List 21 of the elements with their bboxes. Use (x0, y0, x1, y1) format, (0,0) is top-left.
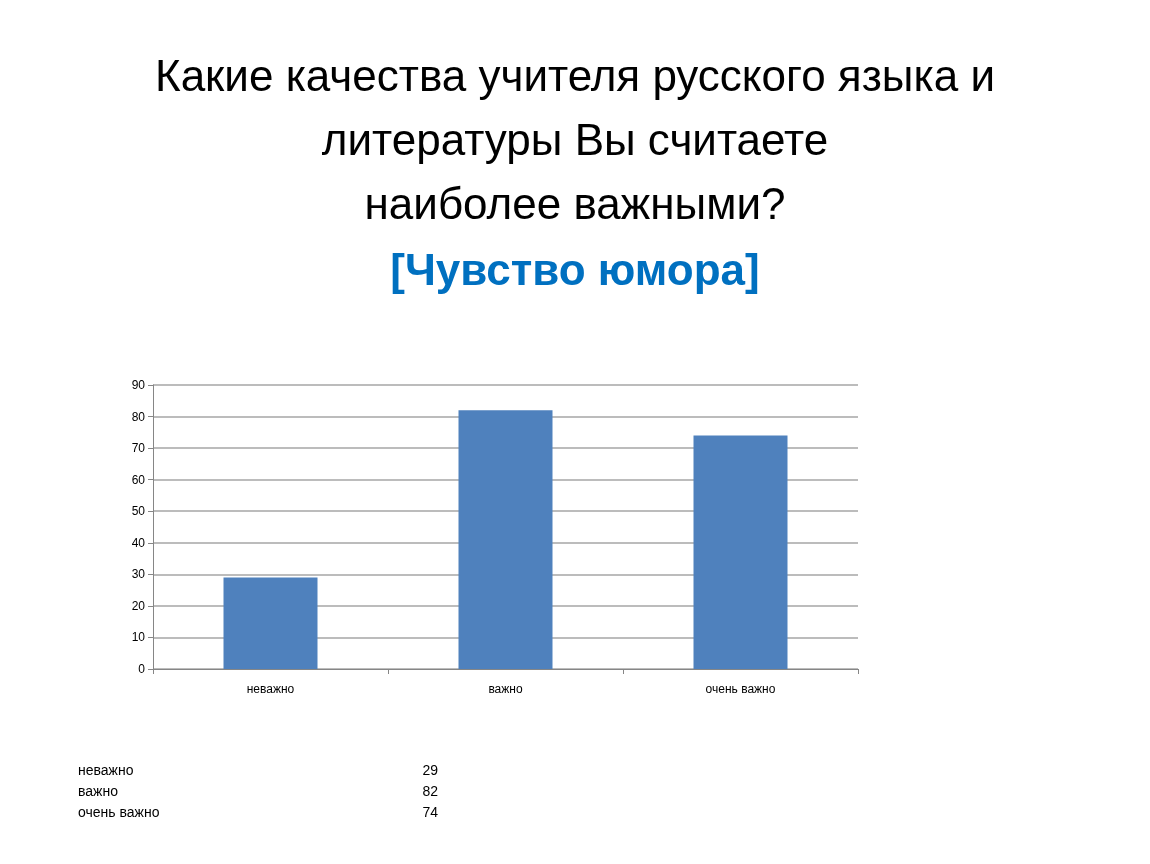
text: 82 (421, 782, 438, 801)
y-tick-label: 20 (131, 598, 146, 613)
y-tick-label: 0 (138, 662, 146, 676)
text: 74 (421, 803, 438, 822)
y-tick-label: 30 (131, 567, 146, 582)
y-tick-label: 10 (131, 630, 146, 645)
x-tick-label: важно (488, 682, 523, 696)
chart-subtitle: [Чувство юмора] (389, 244, 761, 296)
category-label: важно (78, 783, 118, 799)
y-tick-label: 90 (131, 378, 146, 392)
y-tick-label: 70 (131, 441, 146, 456)
category-label: очень важно (78, 804, 160, 820)
chart-title: Какие качества учителя русского языка и литературы Вы считаете наиболее важными? (154, 50, 996, 230)
y-tick-label: 40 (131, 535, 146, 550)
x-tick-label: неважно (246, 682, 295, 696)
y-tick-label: 60 (131, 472, 146, 487)
y-tick-label: 80 (131, 409, 146, 424)
category-label: неважно (78, 762, 134, 778)
x-tick-label: очень важно (705, 682, 776, 696)
y-tick-label: 50 (131, 504, 146, 519)
text: 29 (421, 761, 438, 780)
